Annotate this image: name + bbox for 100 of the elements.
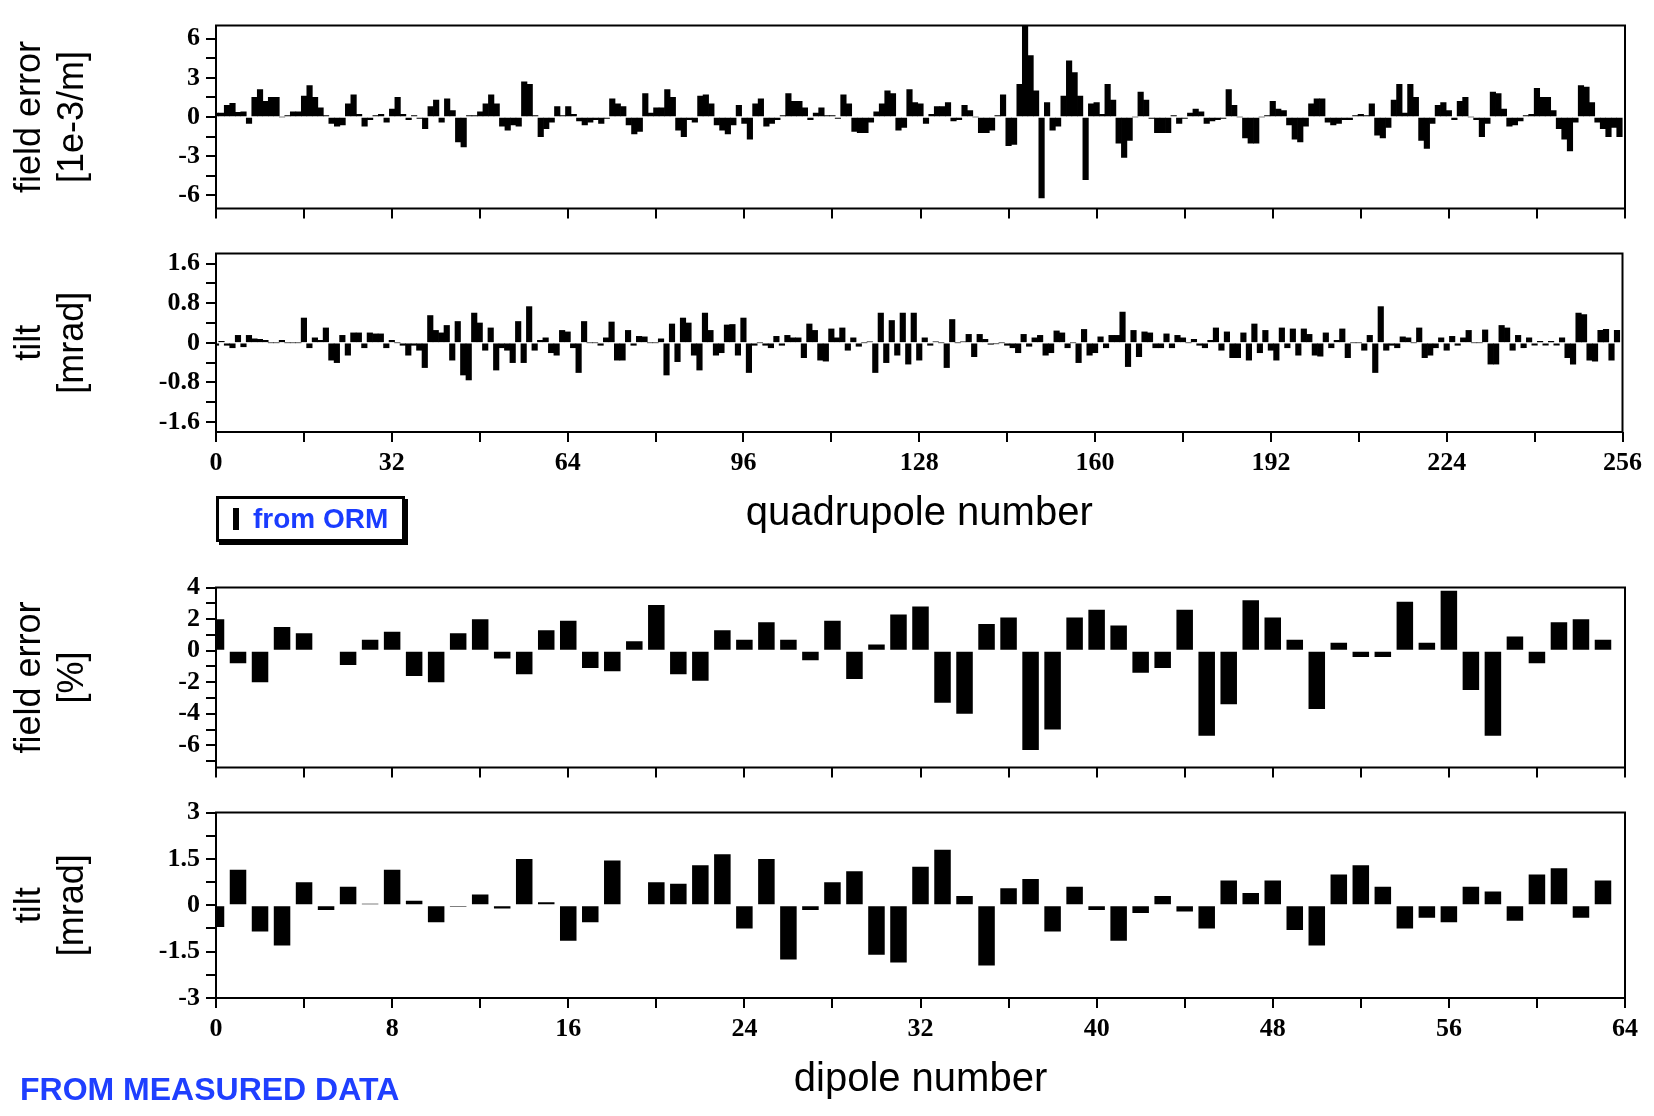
bar (427, 651, 445, 683)
bar (868, 906, 885, 955)
bar (493, 906, 511, 909)
bar (978, 906, 995, 966)
y-axis-title: tilt [mrad] (6, 291, 91, 394)
bar (922, 117, 930, 124)
bar (1286, 906, 1304, 931)
bar (1176, 609, 1193, 650)
bar (912, 866, 929, 905)
bar (780, 906, 797, 960)
bar (1572, 906, 1590, 918)
bar (1396, 601, 1414, 650)
bar (912, 606, 929, 650)
bar (851, 117, 858, 132)
bar (493, 651, 511, 659)
bar (295, 633, 313, 650)
bar (736, 639, 753, 650)
bar (229, 869, 247, 905)
y-tick-label: -6 (178, 179, 200, 209)
bar (1022, 651, 1039, 751)
bar (339, 651, 357, 665)
x-axis-title: dipole number (793, 1055, 1048, 1100)
bar (1242, 600, 1259, 650)
bar (582, 906, 599, 923)
bar (554, 106, 561, 117)
bar (1594, 639, 1612, 650)
y-tick-label: -3 (178, 981, 200, 1011)
bar (559, 906, 577, 941)
bar (1264, 617, 1282, 650)
bar (1000, 888, 1017, 905)
bar (1352, 651, 1370, 657)
bar (1462, 886, 1480, 905)
bar (824, 882, 841, 905)
bar (559, 620, 577, 650)
bar (1088, 906, 1105, 910)
bar (1110, 906, 1127, 941)
bar (1440, 590, 1458, 650)
bar (245, 117, 253, 124)
bar (807, 117, 814, 120)
bar (1044, 651, 1061, 730)
x-tick-label: 40 (1083, 1013, 1110, 1043)
bar (1264, 880, 1282, 905)
x-tick-label: 32 (907, 1013, 934, 1043)
x-tick-label: 24 (731, 1013, 758, 1043)
y-tick-label: -2 (178, 665, 200, 695)
bar (802, 906, 819, 910)
bar (670, 883, 687, 905)
y-tick-label: -6 (178, 729, 200, 759)
bar (714, 630, 731, 650)
bar (427, 906, 445, 923)
y-tick-label: 3 (187, 796, 200, 826)
bar (339, 886, 357, 905)
bar (890, 614, 907, 650)
bar (670, 651, 687, 675)
bar (537, 902, 555, 905)
x-tick-label: 48 (1259, 1013, 1286, 1043)
bar (1038, 117, 1045, 199)
bar (1462, 651, 1480, 691)
x-tick-label: 0 (209, 1013, 223, 1043)
bar (890, 906, 907, 963)
bar (1484, 651, 1502, 736)
bar (405, 651, 423, 676)
y-tick-label: 0 (187, 634, 200, 664)
y-tick-label: 2 (187, 602, 200, 632)
bar (626, 641, 643, 650)
bar (1594, 880, 1612, 905)
y-tick-label: 4 (187, 571, 200, 601)
bar (1352, 865, 1370, 905)
bar (868, 644, 885, 650)
bar (1418, 642, 1436, 650)
bar (1044, 102, 1051, 117)
bar (383, 117, 390, 123)
bar (515, 858, 533, 905)
bar (1308, 651, 1326, 710)
bar (1066, 886, 1083, 905)
bar (1242, 117, 1249, 139)
bar (1396, 906, 1414, 929)
bar (1220, 880, 1237, 905)
bar (846, 871, 863, 905)
bar (1550, 622, 1568, 650)
bar (317, 906, 335, 910)
x-tick-label: 64 (1612, 1013, 1638, 1043)
bar (1506, 906, 1524, 921)
x-tick-label: 224 (1427, 447, 1467, 477)
bar (648, 604, 665, 650)
y-tick-label: -4 (178, 697, 200, 727)
bar (471, 619, 489, 650)
bar (1374, 651, 1392, 657)
bar (1286, 639, 1304, 650)
bar (1550, 868, 1568, 905)
bar (1330, 874, 1348, 905)
y-axis-title: field error [1e-3/m] (6, 40, 91, 194)
x-tick-label: 56 (1435, 1013, 1462, 1043)
bar (438, 117, 445, 123)
bar (758, 858, 775, 905)
bar (1154, 651, 1171, 669)
bar (846, 651, 863, 680)
y-axis-title: tilt [mrad] (6, 854, 91, 957)
y-tick-label: -0.8 (158, 366, 200, 396)
bar (471, 894, 489, 905)
